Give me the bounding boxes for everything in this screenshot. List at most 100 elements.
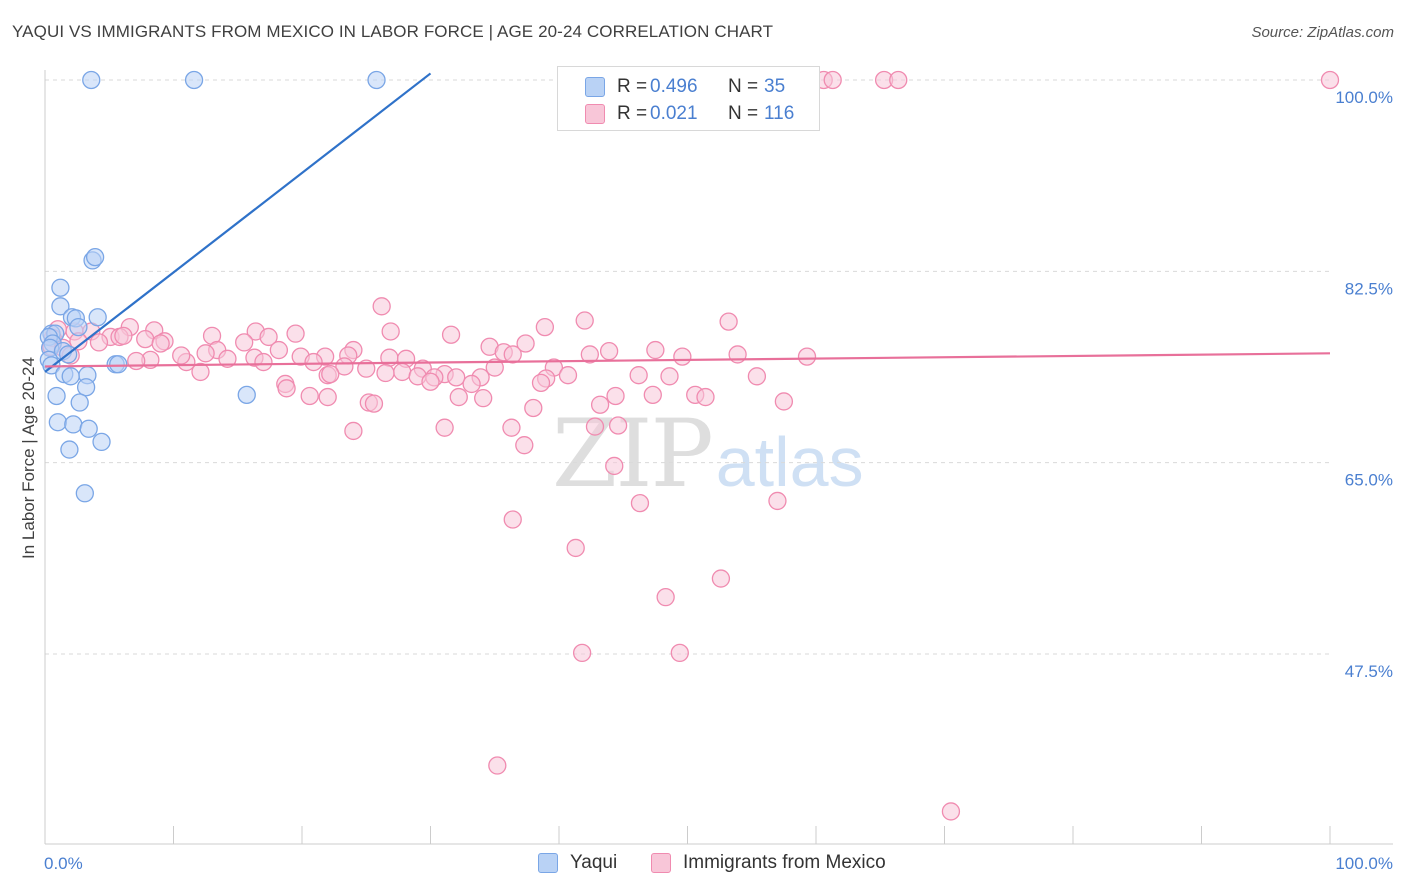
mexico-point (605, 456, 624, 476)
mexico-point (656, 587, 675, 607)
mexico-point (344, 421, 363, 441)
y-tick-label: 82.5% (1345, 279, 1393, 298)
yaqui-point (60, 440, 79, 459)
mexico-point (774, 392, 794, 411)
mexico-point (474, 389, 493, 408)
mexico-point (488, 756, 507, 775)
mexico-point (575, 311, 594, 330)
mexico-point (259, 327, 278, 347)
mexico-point (449, 387, 468, 407)
mexico-point (696, 387, 715, 407)
mexico-point (606, 386, 625, 406)
mexico-point (572, 643, 592, 663)
source-credit: Source: ZipAtlas.com (1251, 24, 1394, 41)
yaqui-point (76, 378, 96, 397)
mexico-point (823, 70, 842, 90)
mexico-point (127, 351, 146, 371)
y-tick-label: 47.5% (1345, 662, 1393, 681)
mexico-point (462, 374, 481, 394)
yaqui-point (48, 413, 67, 432)
mexico-point (558, 366, 578, 385)
axes (44, 70, 1393, 845)
yaqui-point (79, 419, 98, 438)
mexico-point (172, 346, 191, 365)
y-tick-label: 65.0% (1345, 471, 1393, 490)
mexico-point (590, 395, 610, 414)
bottom-legend-swatch-yaqui (538, 853, 558, 873)
mexico-point (447, 368, 466, 387)
legend-n-value: 35 (764, 76, 786, 97)
bottom-legend-label-mexico: Immigrants from Mexico (683, 852, 886, 873)
legend-r-label: R = (617, 103, 648, 124)
yaqui-point (64, 415, 83, 434)
mexico-point (286, 324, 305, 343)
yaqui-point (51, 278, 70, 297)
yaqui-trend-line (44, 72, 432, 373)
mexico-point (376, 363, 395, 383)
mexico-point (889, 70, 908, 90)
x-tick-label-max: 100.0% (1335, 854, 1393, 873)
mexico-point (646, 340, 665, 360)
gridlines (45, 79, 1330, 655)
legend-row-mexico: R = 0.021 N = 116 (558, 101, 819, 128)
yaqui-point (69, 317, 88, 337)
y-axis-title: In Labor Force | Age 20-24 (19, 357, 38, 559)
yaqui-point (47, 386, 66, 406)
mexico-point (196, 344, 215, 363)
mexico-point (643, 385, 662, 405)
mexico-point (768, 491, 787, 511)
mexico-point (502, 418, 521, 437)
mexico-point (630, 493, 650, 513)
mexico-point (1320, 70, 1340, 90)
mexico-point (941, 802, 961, 821)
yaqui-point (109, 355, 128, 374)
mexico-point (747, 367, 767, 386)
mexico-point (114, 326, 133, 345)
legend-swatch-mexico (585, 104, 605, 124)
mexico-point (335, 357, 354, 376)
mexico-point (300, 386, 319, 406)
yaqui-point (51, 297, 70, 316)
yaqui-point (92, 432, 111, 452)
y-tick-label: 100.0% (1335, 88, 1393, 107)
axis-ticks: 47.5% 65.0% 82.5% 100.0% (1335, 88, 1393, 681)
yaqui-points (39, 70, 386, 503)
mexico-points (42, 70, 1340, 821)
mexico-point (357, 359, 376, 378)
mexico-point (516, 334, 535, 353)
mexico-point (719, 312, 738, 331)
yaqui-point (70, 393, 89, 412)
mexico-point (304, 352, 323, 372)
mexico-point (435, 418, 454, 437)
mexico-point (321, 364, 340, 384)
mexico-point (372, 297, 391, 316)
mexico-point (503, 510, 522, 529)
mexico-point (235, 333, 254, 352)
mexico-point (269, 340, 289, 360)
yaqui-point (367, 70, 386, 90)
yaqui-point (75, 484, 94, 503)
x-tick-label-min: 0.0% (44, 854, 83, 873)
mexico-point (566, 538, 585, 558)
mexico-point (629, 366, 648, 385)
yaqui-point (184, 70, 204, 90)
mexico-point (485, 358, 504, 377)
bottom-legend-label-yaqui: Yaqui (570, 852, 618, 873)
yaqui-point (61, 367, 80, 386)
legend-swatch-yaqui (585, 77, 605, 97)
mexico-point (673, 347, 692, 366)
mexico-point (599, 341, 619, 361)
mexico-point (191, 362, 210, 382)
mexico-point (531, 373, 551, 393)
legend-r-label: R = (617, 76, 648, 97)
yaqui-point (88, 308, 107, 327)
mexico-point (670, 643, 689, 663)
mexico-point (524, 398, 543, 418)
legend-n-value: 116 (764, 103, 795, 124)
mexico-point (580, 345, 599, 364)
legend-r-value: 0.021 (650, 103, 698, 124)
mexico-point (585, 417, 605, 436)
bottom-legend-swatch-mexico (651, 853, 671, 873)
mexico-point (381, 322, 400, 341)
